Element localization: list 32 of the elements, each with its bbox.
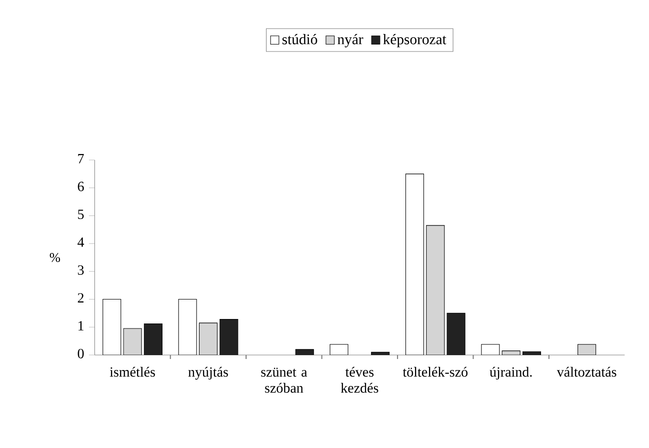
y-tick-label: 6 [78,182,84,192]
bar [578,344,596,355]
bar [123,328,142,355]
y-tick-label: 0 [78,348,84,358]
bar [102,299,122,355]
bar [198,322,218,355]
x-tick-label: nyújtás [188,366,228,380]
bar [330,344,348,355]
y-tick-label: 7 [78,154,84,164]
bar [178,299,197,355]
x-tick-label: szünet a szóban [261,368,308,393]
bar [405,174,424,355]
y-tick-label: 5 [78,210,84,220]
y-axis-title: % [50,252,60,262]
bar [502,350,520,355]
x-tick-label: változtatás [556,366,616,377]
legend-label: képsorozat [383,34,446,48]
x-tick-label: töltelék-szó [402,366,468,377]
y-tick-label: 1 [78,321,84,330]
y-tick-label: 3 [78,265,84,275]
legend-label: stúdió [282,34,318,44]
x-tick-label: ismétlés [110,366,155,377]
bar [481,344,500,355]
legend-label: nyár [338,34,364,48]
y-tick-label: 4 [78,238,84,247]
bar [220,319,238,355]
y-tick-label: 2 [78,293,84,302]
x-tick-label: téves kezdés [340,366,378,393]
bar [426,225,445,355]
bar [144,324,162,355]
x-tick-label: újraind. [490,366,532,380]
bar [446,312,466,355]
